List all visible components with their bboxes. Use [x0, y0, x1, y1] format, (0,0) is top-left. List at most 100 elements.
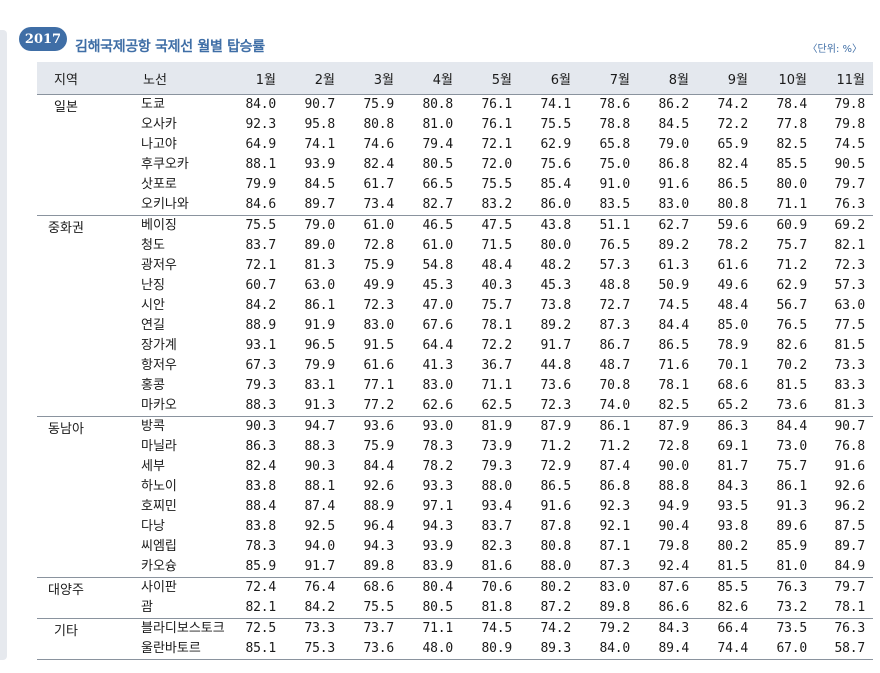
table-row: 연길 88.9 91.9 83.0 67.6 78.1 89.2 87.3 84.4 85.0 76…	[37, 316, 873, 336]
value-cell: 97.1	[422, 499, 453, 514]
value-cell: 60.9	[756, 215, 815, 236]
value-cell: 88.9	[245, 318, 276, 333]
value-cell: 91.9	[304, 318, 335, 333]
value-cell: 75.6	[540, 157, 571, 172]
value-cell: 81.5	[776, 378, 807, 393]
value-cell: 83.7	[245, 238, 276, 253]
value-cell: 73.2	[776, 600, 807, 615]
value-cell: 62.9	[540, 137, 571, 152]
value-cell: 84.3	[638, 618, 697, 639]
value-cell: 86.8	[599, 479, 630, 494]
value-cell: 73.3	[834, 358, 865, 373]
value-cell: 94.7	[284, 416, 343, 437]
value-cell: 86.5	[658, 338, 689, 353]
value-cell: 92.6	[834, 479, 865, 494]
value-cell: 72.7	[599, 298, 630, 313]
value-cell: 85.1	[245, 641, 276, 656]
table-row: 난징 60.7 63.0 49.9 45.3 40.3 45.3 48.8 50.9 49.6 62…	[37, 276, 873, 296]
value-cell: 96.5	[304, 338, 335, 353]
value-cell: 80.5	[422, 600, 453, 615]
value-cell: 84.2	[245, 298, 276, 313]
value-cell: 83.9	[422, 559, 453, 574]
value-cell: 71.1	[481, 378, 512, 393]
value-cell: 82.5	[658, 398, 689, 413]
value-cell: 74.0	[599, 398, 630, 413]
value-cell: 85.4	[540, 177, 571, 192]
column-header-month: 6월	[520, 62, 579, 95]
value-cell: 72.8	[658, 439, 689, 454]
value-cell: 80.0	[540, 238, 571, 253]
value-cell: 57.3	[599, 258, 630, 273]
value-cell: 77.1	[363, 378, 394, 393]
value-cell: 79.3	[481, 459, 512, 474]
table-row: 항저우 67.3 79.9 61.6 41.3 36.7 44.8 48.7 71.6 70.1 7…	[37, 356, 873, 376]
column-header-region: 지역	[37, 62, 95, 95]
table-row: 마카오 88.3 91.3 77.2 62.6 62.5 72.3 74.0 82.5 65.2 7…	[37, 396, 873, 417]
value-cell: 91.6	[658, 177, 689, 192]
value-cell: 81.8	[481, 600, 512, 615]
value-cell: 81.0	[776, 559, 807, 574]
value-cell: 88.4	[245, 499, 276, 514]
value-cell: 92.5	[304, 519, 335, 534]
column-header-month: 5월	[461, 62, 520, 95]
value-cell: 88.3	[304, 439, 335, 454]
value-cell: 78.3	[422, 439, 453, 454]
value-cell: 82.1	[245, 600, 276, 615]
value-cell: 73.5	[756, 618, 815, 639]
table-row: 일본 도쿄 84.0 90.7 75.9 80.8 76.1 74.1 78.6 86.2 74.2…	[37, 94, 873, 216]
value-cell: 81.3	[834, 398, 865, 413]
value-cell: 83.2	[481, 197, 512, 212]
value-cell: 82.4	[363, 157, 394, 172]
value-cell: 61.6	[363, 358, 394, 373]
value-cell: 79.0	[284, 215, 343, 236]
value-cell: 93.1	[245, 338, 276, 353]
value-cell: 90.7	[284, 94, 343, 115]
value-cell: 65.2	[717, 398, 748, 413]
value-cell: 73.3	[284, 618, 343, 639]
value-cell: 84.2	[304, 600, 335, 615]
value-cell: 83.3	[834, 378, 865, 393]
value-cell: 91.5	[363, 338, 394, 353]
value-cell: 75.7	[776, 459, 807, 474]
value-cell: 73.0	[776, 439, 807, 454]
value-cell: 48.4	[481, 258, 512, 273]
value-cell: 80.9	[481, 641, 512, 656]
value-cell: 80.0	[776, 177, 807, 192]
route-cell: 카오슝	[141, 559, 177, 574]
value-cell: 86.6	[658, 600, 689, 615]
value-cell: 82.6	[717, 600, 748, 615]
value-cell: 71.1	[776, 197, 807, 212]
value-cell: 74.2	[697, 94, 756, 115]
value-cell: 76.5	[776, 318, 807, 333]
value-cell: 70.2	[776, 358, 807, 373]
value-cell: 45.3	[540, 278, 571, 293]
column-header-month: 4월	[402, 62, 461, 95]
value-cell: 85.5	[697, 577, 756, 598]
value-cell: 77.2	[363, 398, 394, 413]
value-cell: 50.9	[658, 278, 689, 293]
value-cell: 92.3	[245, 117, 276, 132]
value-cell: 65.9	[717, 137, 748, 152]
value-cell: 76.3	[756, 577, 815, 598]
value-cell: 83.7	[481, 519, 512, 534]
value-cell: 62.9	[776, 278, 807, 293]
table-row: 청도 83.7 89.0 72.8 61.0 71.5 80.0 76.5 89.2 78.2 75…	[37, 236, 873, 256]
value-cell: 94.0	[304, 539, 335, 554]
region-cell: 기타	[37, 618, 95, 660]
value-cell: 87.6	[638, 577, 697, 598]
value-cell: 72.9	[540, 459, 571, 474]
value-cell: 87.5	[834, 519, 865, 534]
value-cell: 79.8	[815, 94, 873, 115]
value-cell: 61.7	[363, 177, 394, 192]
value-cell: 71.2	[776, 258, 807, 273]
route-cell: 마카오	[141, 398, 177, 413]
table-row: 괌 82.1 84.2 75.5 80.5 81.8 87.2 89.8 86.6 82.6 73.…	[37, 598, 873, 619]
value-cell: 40.3	[481, 278, 512, 293]
occupancy-table-container: 지역 노선 1월 2월 3월 4월 5월 6월 7월 8월 9월 10월 11월 일본 도쿄 84.0 90.…	[37, 62, 873, 660]
value-cell: 88.1	[245, 157, 276, 172]
value-cell: 90.7	[815, 416, 873, 437]
value-cell: 88.8	[658, 479, 689, 494]
value-cell: 86.1	[579, 416, 638, 437]
value-cell: 84.4	[363, 459, 394, 474]
value-cell: 75.5	[481, 177, 512, 192]
